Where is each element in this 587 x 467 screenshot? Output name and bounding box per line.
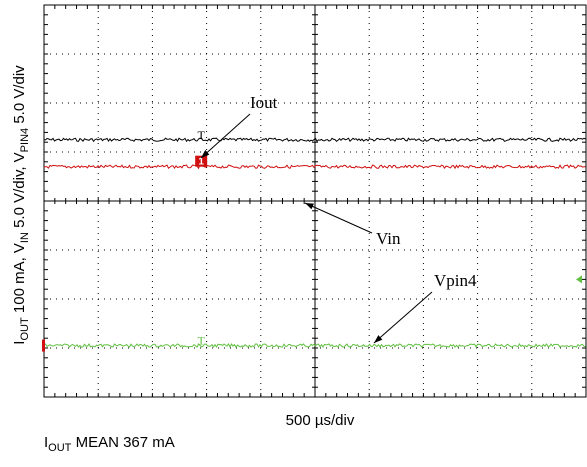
annotation-arrow [200,113,251,159]
annotation-arrow [304,202,373,234]
marker-vpin4: T [198,334,206,348]
x-axis-label: 500 µs/div [285,412,355,429]
trace-vpin4 [43,343,586,348]
annotation-vpin4: Vpin4 [434,271,477,290]
trace-vin [43,164,586,170]
arrowhead-icon [374,335,383,343]
arrowhead-icon [305,203,314,210]
arrowhead-icon [201,150,210,158]
channel-indicator [42,339,45,352]
annotation-iout: Iout [250,93,278,112]
y-axis-label: IOUT 100 mA, VIN 5.0 V/div, VPIN4 5.0 V/… [11,65,31,345]
trace-iout [43,137,586,143]
annotation-arrow [373,291,433,344]
trigger-level-icon [576,275,582,284]
marker-label-vin: 1 [198,157,204,168]
marker-iout: T [198,128,206,142]
mean-readout: IOUT MEAN 367 mA [44,434,175,454]
marker-vin [195,155,208,167]
annotation-vin: Vin [376,229,401,248]
